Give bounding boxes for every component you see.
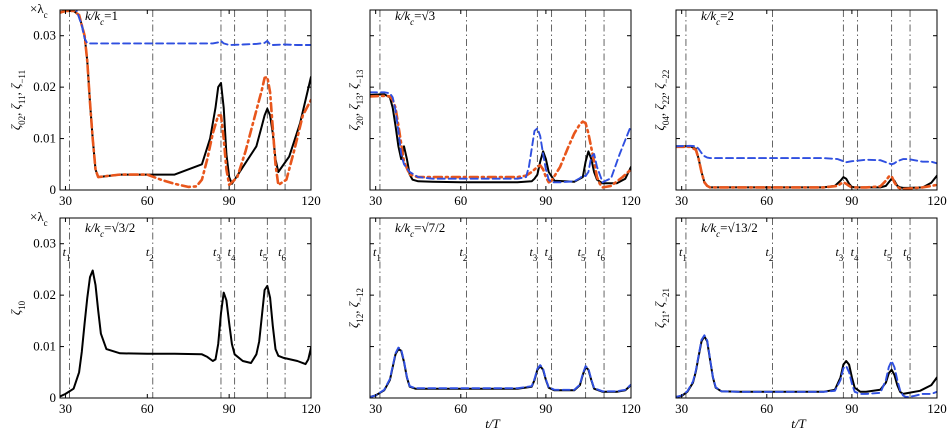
wavenumber-annotation: k/kc=2 — [701, 8, 734, 27]
x-tick-label: 30 — [59, 193, 72, 208]
plot-frame — [59, 217, 312, 399]
time-marker-label: t2 — [146, 245, 154, 263]
y-tick-label: 0.01 — [33, 339, 56, 354]
series-line — [370, 91, 631, 184]
series-line — [370, 348, 631, 398]
x-tick-label: 120 — [621, 193, 641, 208]
y-tick-label: 0.03 — [33, 236, 56, 251]
x-tick-label: 120 — [927, 193, 947, 208]
chart-panel-bottom-right: 30 60 90 120 ζ21, ζ−21 k/kc=√13/2 t1 t2 t3 t4 t5 t6… — [652, 217, 947, 431]
x-axis-label: t/T — [485, 416, 500, 431]
chart-panel-bottom-middle: 30 60 90 120 ζ12, ζ−12 k/kc=√7/2 t1 t2 t3 t4 t5 t6 t… — [346, 217, 641, 431]
y-axis-label: ζ20, ζ13, ζ−13 — [346, 69, 365, 130]
wavenumber-annotation: k/kc=√7/2 — [395, 220, 445, 239]
time-marker-label: t6 — [903, 245, 911, 263]
x-tick-label: 30 — [675, 401, 688, 416]
y-tick-label: 0.01 — [33, 131, 56, 146]
x-tick-label: 90 — [223, 193, 236, 208]
chart-panel-top-right: 30 60 90 120 ζ04, ζ22, ζ−22 k/kc=2 — [652, 8, 947, 208]
y-tick-label: 0.02 — [33, 287, 56, 302]
y-scale-label: ×λc — [30, 1, 48, 20]
series-line — [370, 346, 631, 398]
series-line — [73, 10, 311, 46]
series-line — [676, 144, 937, 166]
wavenumber-annotation: k/kc=1 — [85, 8, 118, 27]
x-tick-label: 60 — [760, 401, 773, 416]
time-marker-label: t1 — [679, 245, 687, 263]
wavenumber-annotation: k/kc=√3 — [395, 8, 435, 27]
plot-frame — [369, 9, 632, 191]
x-tick-label: 60 — [141, 401, 154, 416]
time-marker-label: t6 — [597, 245, 605, 263]
x-tick-label: 60 — [454, 193, 467, 208]
x-tick-label: 120 — [301, 193, 321, 208]
y-tick-label: 0 — [50, 390, 57, 405]
x-tick-label: 90 — [223, 401, 236, 416]
x-tick-label: 90 — [539, 401, 552, 416]
x-tick-label: 120 — [927, 401, 947, 416]
x-tick-label: 30 — [369, 193, 382, 208]
series-line — [370, 93, 631, 185]
x-tick-label: 60 — [141, 193, 154, 208]
x-tick-label: 90 — [539, 193, 552, 208]
time-marker-label: t3 — [835, 245, 843, 263]
time-marker-label: t1 — [373, 245, 381, 263]
plot-frame — [675, 9, 938, 191]
time-marker-label: t4 — [851, 245, 859, 263]
x-tick-label: 60 — [454, 401, 467, 416]
time-marker-label: t3 — [529, 245, 537, 263]
chart-panel-top-left: 30 60 90 120 0 0.01 0.02 0.03 ×λc ζ02, ζ11, ζ−11 k… — [8, 1, 321, 208]
time-marker-label: t2 — [766, 245, 774, 263]
y-tick-label: 0.02 — [33, 79, 56, 94]
time-marker-label: t4 — [228, 245, 236, 263]
x-tick-label: 90 — [845, 401, 858, 416]
x-tick-label: 90 — [845, 193, 858, 208]
time-marker-label: t5 — [884, 245, 892, 263]
y-scale-label: ×λc — [30, 209, 48, 228]
series-line — [676, 334, 937, 398]
wavenumber-annotation: k/kc=√3/2 — [85, 220, 135, 239]
series-line — [60, 10, 311, 185]
time-marker-label: t6 — [278, 245, 286, 263]
time-marker-label: t4 — [545, 245, 553, 263]
plot-frame — [369, 217, 632, 399]
chart-panel-top-middle: 30 60 90 120 ζ20, ζ13, ζ−13 k/kc=√3 — [346, 8, 641, 208]
x-axis-label: t/T — [791, 416, 806, 431]
series-line — [60, 269, 311, 398]
y-axis-label: ζ12, ζ−12 — [346, 288, 365, 328]
series-line — [370, 94, 631, 189]
wavenumber-annotation: k/kc=√13/2 — [701, 220, 758, 239]
time-marker-label: t2 — [460, 245, 468, 263]
series-line — [676, 145, 937, 189]
x-tick-label: 60 — [760, 193, 773, 208]
time-marker-label: t3 — [213, 245, 221, 263]
x-tick-label: 30 — [369, 401, 382, 416]
series-line — [676, 145, 937, 190]
plot-frame — [59, 9, 312, 191]
y-tick-label: 0 — [50, 182, 57, 197]
plot-frame — [675, 217, 938, 399]
y-axis-label: ζ21, ζ−21 — [652, 288, 671, 328]
y-tick-label: 0.03 — [33, 28, 56, 43]
y-axis-label: ζ10 — [8, 300, 27, 315]
x-tick-label: 120 — [301, 401, 321, 416]
time-marker-label: t1 — [63, 245, 71, 263]
chart-panel-bottom-left: 30 60 90 120 0 0.01 0.02 0.03 ×λc ζ10 k/kc=√3/2 t1 t… — [8, 209, 321, 416]
y-axis-label: ζ04, ζ22, ζ−22 — [652, 70, 671, 131]
series-line — [60, 10, 311, 189]
x-tick-label: 30 — [675, 193, 688, 208]
time-marker-label: t5 — [259, 245, 267, 263]
x-tick-label: 120 — [621, 401, 641, 416]
x-tick-label: 30 — [59, 401, 72, 416]
time-marker-label: t5 — [578, 245, 586, 263]
y-axis-label: ζ02, ζ11, ζ−11 — [8, 70, 27, 130]
